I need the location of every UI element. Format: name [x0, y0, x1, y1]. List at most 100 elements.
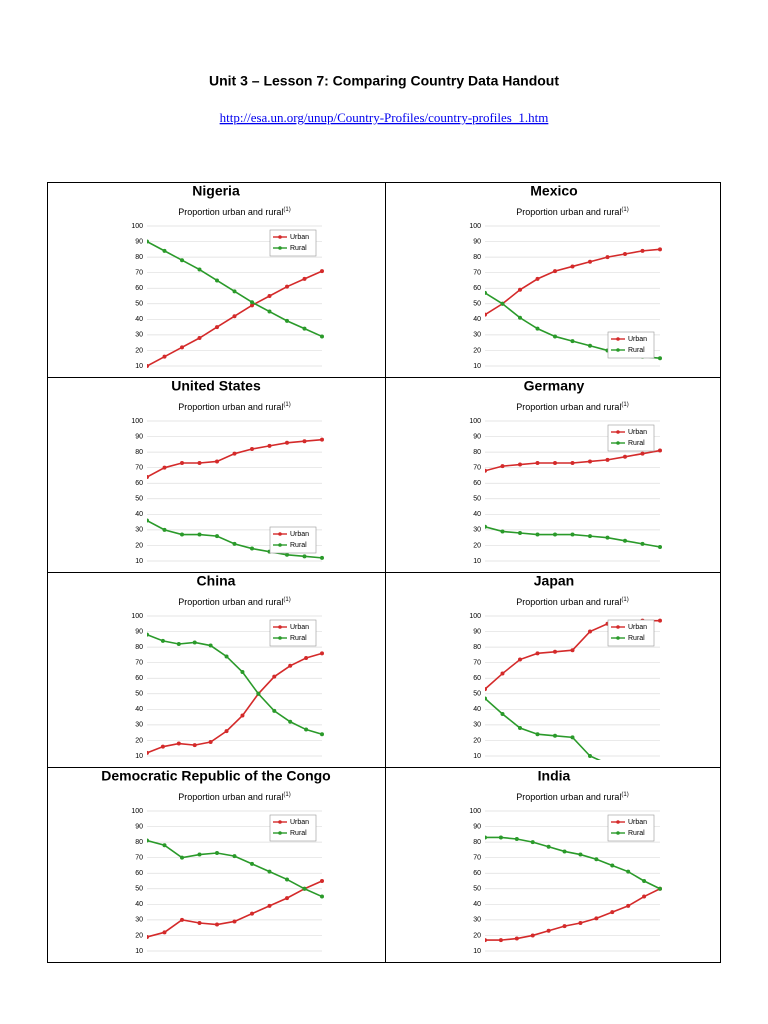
legend-box — [607, 331, 655, 359]
data-point — [180, 258, 184, 263]
data-point — [176, 642, 181, 646]
data-point — [605, 535, 610, 540]
data-point — [485, 312, 487, 317]
data-point — [288, 663, 293, 668]
country-title: Mexico — [530, 183, 577, 199]
data-point — [147, 239, 149, 244]
data-point — [285, 896, 289, 901]
y-tick-label: 50 — [473, 691, 481, 698]
y-tick-label: 60 — [473, 870, 481, 877]
y-tick-label: 10 — [473, 948, 481, 955]
subtitle-text: Proportion urban and rural — [516, 792, 621, 802]
y-tick-label: 40 — [473, 901, 481, 908]
y-tick-label: 20 — [473, 737, 481, 744]
data-point — [250, 546, 254, 551]
data-point — [197, 852, 202, 857]
data-point — [485, 524, 487, 529]
y-tick-label: 30 — [135, 332, 143, 339]
y-tick-label: 70 — [473, 270, 481, 277]
data-point — [147, 838, 149, 843]
y-tick-label: 10 — [473, 753, 481, 760]
data-point — [570, 339, 575, 344]
data-point — [224, 729, 229, 734]
data-point — [518, 531, 522, 535]
y-tick-label: 90 — [135, 238, 143, 245]
y-tick-label: 60 — [473, 480, 481, 487]
data-point — [232, 314, 237, 319]
legend-marker — [278, 831, 282, 835]
y-tick-label: 100 — [469, 418, 481, 425]
data-point — [162, 248, 167, 253]
chart-subtitle: Proportion urban and rural(1) — [516, 207, 628, 218]
y-tick-label: 20 — [135, 737, 143, 744]
data-point — [500, 671, 505, 676]
legend-label: Rural — [628, 347, 645, 354]
legend-box — [269, 526, 317, 554]
chart-subtitle: Proportion urban and rural(1) — [178, 207, 290, 218]
data-point — [640, 451, 645, 456]
data-point — [642, 894, 647, 899]
legend-marker — [616, 625, 620, 629]
data-point — [304, 727, 309, 732]
data-point — [285, 284, 289, 289]
subtitle-text: Proportion urban and rural — [178, 597, 283, 607]
data-point — [197, 921, 202, 925]
subtitle-text: Proportion urban and rural — [178, 402, 283, 412]
country-title: Democratic Republic of the Congo — [101, 768, 330, 784]
data-point — [147, 632, 149, 637]
series-line — [147, 633, 323, 735]
data-point — [553, 733, 557, 738]
data-point — [208, 643, 213, 648]
series-line — [147, 438, 323, 478]
data-point — [272, 674, 277, 679]
data-point — [535, 532, 540, 537]
data-point — [588, 343, 592, 348]
legend-marker — [616, 337, 620, 341]
data-point — [320, 879, 324, 883]
data-point — [605, 457, 610, 462]
legend-label: Urban — [290, 234, 309, 241]
y-tick-label: 100 — [469, 808, 481, 815]
y-tick-label: 30 — [473, 722, 481, 729]
data-point — [180, 345, 184, 350]
y-tick-label: 40 — [473, 706, 481, 713]
y-tick-label: 90 — [473, 238, 481, 245]
subtitle-text: Proportion urban and rural — [178, 207, 283, 217]
country-title: India — [538, 768, 571, 784]
y-tick-label: 30 — [473, 917, 481, 924]
y-tick-label: 80 — [473, 644, 481, 651]
data-point — [232, 289, 237, 294]
data-point — [610, 863, 615, 868]
data-point — [588, 534, 592, 539]
data-point — [232, 919, 237, 924]
data-point — [626, 869, 631, 874]
legend-marker — [278, 235, 282, 239]
data-point — [320, 555, 324, 560]
data-point — [658, 247, 662, 252]
data-point — [147, 364, 149, 368]
country-title: Germany — [524, 378, 585, 394]
y-tick-label: 50 — [135, 691, 143, 698]
data-point — [180, 855, 184, 860]
subtitle-text: Proportion urban and rural — [516, 207, 621, 217]
link[interactable]: http://esa.un.org/unup/Country-Profiles/… — [220, 110, 549, 125]
chart-subtitle: Proportion urban and rural(1) — [516, 597, 628, 608]
data-point — [518, 657, 522, 662]
data-point — [176, 741, 181, 746]
legend-label: Urban — [290, 819, 309, 826]
legend-label: Urban — [290, 624, 309, 631]
legend-label: Urban — [290, 531, 309, 538]
y-tick-label: 20 — [473, 542, 481, 549]
y-tick-label: 30 — [473, 527, 481, 534]
data-point — [518, 462, 522, 467]
data-point — [250, 447, 254, 451]
data-point — [162, 465, 167, 470]
data-point — [162, 354, 167, 359]
data-point — [594, 916, 599, 921]
legend-marker — [278, 532, 282, 536]
data-point — [215, 278, 219, 283]
legend-label: Urban — [628, 819, 647, 826]
y-tick-label: 100 — [469, 223, 481, 230]
series-line — [485, 836, 661, 890]
data-point — [250, 911, 254, 916]
